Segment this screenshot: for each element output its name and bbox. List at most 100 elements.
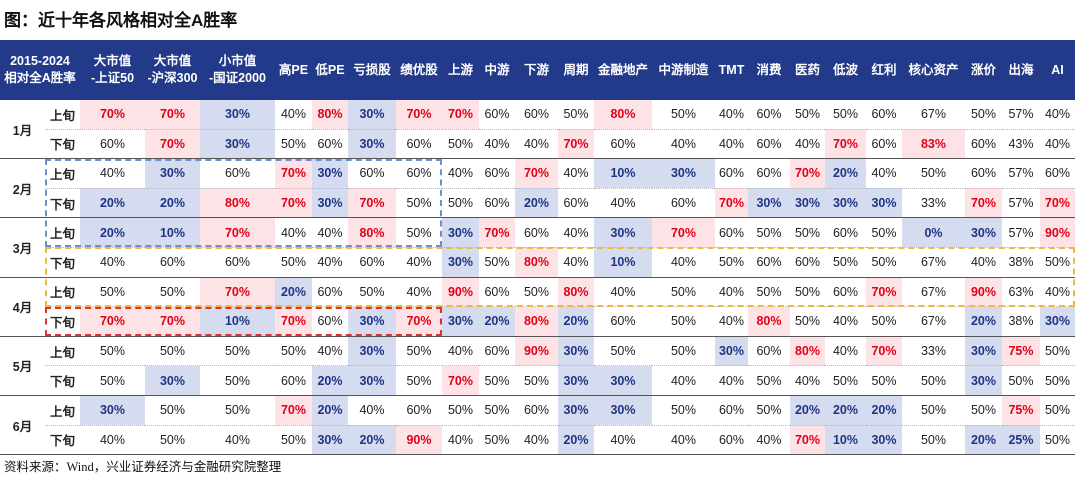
- value-cell: 38%: [1002, 306, 1040, 337]
- value-cell: 50%: [866, 306, 902, 337]
- value-cell: 50%: [790, 217, 825, 248]
- value-cell: 30%: [866, 188, 902, 219]
- value-cell: 50%: [652, 395, 715, 426]
- value-cell: 60%: [515, 217, 558, 248]
- period-label: 下旬: [45, 365, 80, 396]
- data-row: 1月 上旬 70% 70% 30% 40% 80% 30% 70% 70% 60% 60% 50% 80%…: [0, 100, 1075, 160]
- value-cell: 50%: [902, 395, 965, 426]
- value-cell: 30%: [348, 336, 396, 367]
- period-label: 下旬: [45, 129, 80, 160]
- value-cell: 50%: [275, 336, 312, 367]
- value-cell: 20%: [80, 188, 145, 219]
- value-cell: 30%: [965, 336, 1002, 367]
- value-cell: 50%: [965, 395, 1002, 426]
- value-cell: 40%: [866, 158, 902, 189]
- value-cell: 60%: [790, 247, 825, 278]
- value-cell: 20%: [558, 306, 594, 337]
- data-row: 下旬 70% 70% 10% 70% 60% 30% 70% 30% 20% 80% 20% 60% 50…: [0, 306, 1075, 337]
- value-cell: 30%: [312, 188, 348, 219]
- value-cell: 0%: [902, 217, 965, 248]
- value-cell: 40%: [479, 129, 515, 160]
- value-cell: 10%: [825, 425, 866, 456]
- column-header-line: 大市值: [93, 54, 132, 68]
- value-cell: 60%: [348, 158, 396, 189]
- value-cell: 30%: [348, 100, 396, 130]
- value-cell: 40%: [965, 247, 1002, 278]
- period-label: 上旬: [45, 100, 80, 130]
- value-cell: 50%: [275, 129, 312, 160]
- value-cell: 50%: [790, 277, 825, 308]
- column-header-line: 中游: [484, 62, 510, 77]
- value-cell: 67%: [902, 306, 965, 337]
- value-cell: 50%: [275, 425, 312, 456]
- value-cell: 30%: [200, 100, 275, 130]
- value-cell: 50%: [902, 365, 965, 396]
- value-cell: 40%: [312, 247, 348, 278]
- value-cell: 90%: [515, 336, 558, 367]
- value-cell: 70%: [275, 395, 312, 426]
- value-cell: 50%: [652, 336, 715, 367]
- value-cell: 20%: [825, 395, 866, 426]
- column-header: 医药: [790, 40, 825, 100]
- value-cell: 70%: [275, 188, 312, 219]
- value-cell: 50%: [396, 217, 442, 248]
- value-cell: 60%: [348, 247, 396, 278]
- value-cell: 70%: [479, 217, 515, 248]
- data-row: 4月 上旬 50% 50% 70% 20% 60% 50% 40% 90% 60% 50% 80% 40%…: [0, 277, 1075, 337]
- value-cell: 60%: [396, 395, 442, 426]
- column-header: 核心资产: [902, 40, 965, 100]
- value-cell: 30%: [80, 395, 145, 426]
- value-cell: 40%: [1040, 129, 1075, 160]
- column-header-line: 大市值: [153, 54, 192, 68]
- value-cell: 50%: [200, 395, 275, 426]
- value-cell: 20%: [790, 395, 825, 426]
- value-cell: 30%: [748, 188, 790, 219]
- value-cell: 60%: [558, 188, 594, 219]
- value-cell: 50%: [715, 247, 748, 278]
- value-cell: 50%: [200, 365, 275, 396]
- value-cell: 40%: [348, 395, 396, 426]
- value-cell: 50%: [1040, 365, 1075, 396]
- column-header: TMT: [715, 40, 748, 100]
- value-cell: 40%: [825, 336, 866, 367]
- data-row: 下旬 20% 20% 80% 70% 30% 70% 50% 50% 60% 20% 60% 40% 60…: [0, 188, 1075, 219]
- column-header: 中游: [479, 40, 515, 100]
- column-header-line: 核心资产: [908, 62, 959, 77]
- value-cell: 70%: [348, 188, 396, 219]
- column-header-line: 消费: [756, 62, 782, 77]
- value-cell: 50%: [594, 336, 652, 367]
- column-header-line: -上证50: [90, 71, 135, 85]
- value-cell: 50%: [479, 365, 515, 396]
- column-header-line: 高PE: [278, 62, 309, 77]
- value-cell: 60%: [1040, 158, 1075, 189]
- value-cell: 60%: [312, 277, 348, 308]
- value-cell: 50%: [80, 365, 145, 396]
- value-cell: 40%: [312, 336, 348, 367]
- value-cell: 40%: [558, 247, 594, 278]
- column-header: 出海: [1002, 40, 1040, 100]
- value-cell: 30%: [200, 129, 275, 160]
- corner-line: 2015-2024: [10, 54, 70, 68]
- column-header-line: 医药: [794, 62, 820, 77]
- value-cell: 60%: [200, 158, 275, 189]
- value-cell: 50%: [348, 277, 396, 308]
- value-cell: 40%: [312, 217, 348, 248]
- month-label: 3月: [0, 217, 45, 278]
- value-cell: 60%: [715, 217, 748, 248]
- value-cell: 70%: [396, 306, 442, 337]
- value-cell: 40%: [652, 365, 715, 396]
- value-cell: 40%: [396, 247, 442, 278]
- value-cell: 57%: [1002, 158, 1040, 189]
- value-cell: 80%: [312, 100, 348, 130]
- value-cell: 40%: [715, 277, 748, 308]
- value-cell: 30%: [866, 425, 902, 456]
- value-cell: 20%: [866, 395, 902, 426]
- value-cell: 80%: [515, 306, 558, 337]
- column-header: 周期: [558, 40, 594, 100]
- value-cell: 30%: [442, 217, 479, 248]
- value-cell: 40%: [594, 277, 652, 308]
- value-cell: 90%: [442, 277, 479, 308]
- value-cell: 83%: [902, 129, 965, 160]
- value-cell: 60%: [965, 158, 1002, 189]
- value-cell: 50%: [866, 217, 902, 248]
